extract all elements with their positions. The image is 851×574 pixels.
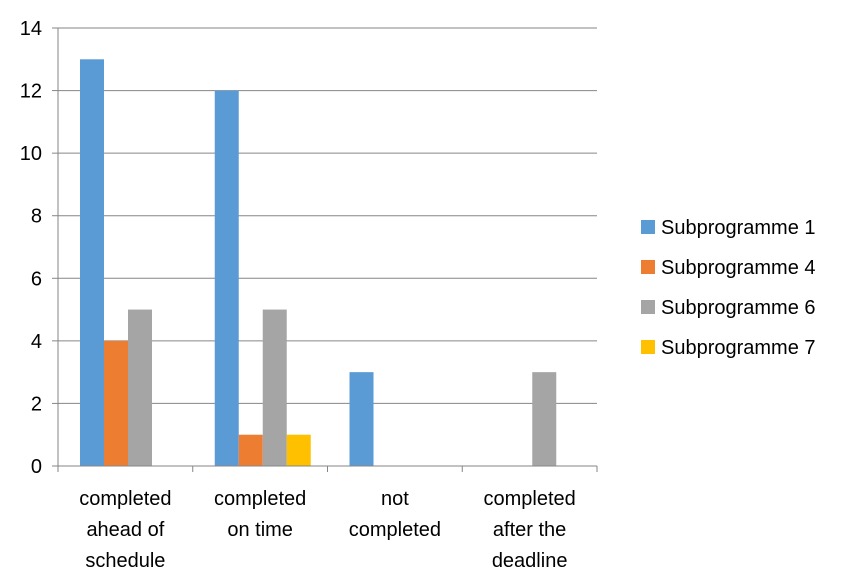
bar (128, 309, 152, 466)
y-tick-label: 4 (31, 331, 42, 353)
bar (104, 340, 128, 466)
y-tick-label: 0 (31, 456, 42, 478)
legend-swatch (641, 220, 655, 234)
bar (349, 372, 374, 466)
legend-swatch (641, 340, 655, 354)
legend-label: Subprogramme 4 (661, 257, 816, 279)
legend-swatch (641, 260, 655, 274)
x-category-label: completed (214, 488, 306, 510)
legend: Subprogramme 1 Subprogramme 4 Subprogramme… (641, 217, 816, 359)
axes: 0 2 4 6 8 10 12 14 completed ahead of schedule comp… (20, 18, 598, 572)
x-category-label: ahead of (86, 519, 164, 541)
bar (214, 90, 239, 467)
bar (238, 434, 263, 466)
y-tick-label: 10 (20, 143, 42, 165)
x-category-label: on time (227, 519, 293, 541)
x-category-label: deadline (492, 550, 568, 572)
legend-label: Subprogramme 6 (661, 297, 816, 319)
y-tick-label: 2 (31, 393, 42, 415)
bar (262, 309, 287, 466)
legend-swatch (641, 300, 655, 314)
x-category-label: completed (79, 488, 171, 510)
y-tick-label: 8 (31, 206, 42, 228)
x-category-label: not (381, 488, 409, 510)
legend-label: Subprogramme 1 (661, 217, 816, 239)
y-tick-label: 12 (20, 81, 42, 103)
bar (286, 434, 311, 466)
legend-label: Subprogramme 7 (661, 337, 816, 359)
x-category-label: after the (493, 519, 566, 541)
y-tick-label: 14 (20, 18, 42, 40)
y-tick-label: 6 (31, 268, 42, 290)
x-category-label: completed (349, 519, 441, 541)
bar (80, 59, 104, 467)
bar (532, 372, 557, 466)
x-category-label: completed (483, 488, 575, 510)
bars (80, 59, 557, 467)
x-category-label: schedule (85, 550, 165, 572)
